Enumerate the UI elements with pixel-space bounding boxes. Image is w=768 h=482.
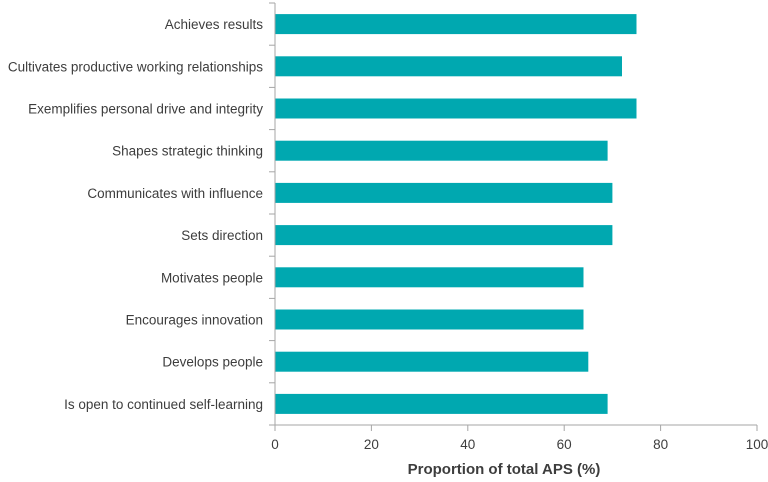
bar bbox=[275, 14, 637, 35]
bar bbox=[275, 182, 613, 203]
x-tick-label: 60 bbox=[557, 437, 572, 452]
bar bbox=[275, 351, 589, 372]
bar bbox=[275, 267, 584, 288]
category-label: Cultivates productive working relationsh… bbox=[8, 59, 263, 74]
x-tick-label: 100 bbox=[746, 437, 768, 452]
category-label: Encourages innovation bbox=[126, 313, 263, 328]
category-label: Achieves results bbox=[165, 17, 264, 32]
bars-group bbox=[275, 14, 637, 414]
bar bbox=[275, 393, 608, 414]
y-axis-ticks-group bbox=[269, 2, 275, 426]
bar bbox=[275, 56, 622, 77]
category-label: Communicates with influence bbox=[87, 186, 263, 201]
category-labels-group: Achieves results Cultivates productive wo… bbox=[8, 17, 263, 412]
category-label: Exemplifies personal drive and integrity bbox=[28, 102, 263, 117]
bar bbox=[275, 309, 584, 330]
bar bbox=[275, 140, 608, 161]
bar bbox=[275, 98, 637, 119]
category-label: Shapes strategic thinking bbox=[112, 144, 263, 159]
x-tick-label: 0 bbox=[271, 437, 279, 452]
x-axis-ticks-group: 0 20 40 60 80 100 bbox=[271, 425, 768, 452]
category-label: Is open to continued self-learning bbox=[64, 397, 263, 412]
x-tick-label: 20 bbox=[364, 437, 379, 452]
x-axis-title: Proportion of total APS (%) bbox=[408, 461, 601, 478]
category-label: Motivates people bbox=[161, 270, 263, 285]
x-tick-label: 80 bbox=[653, 437, 668, 452]
category-label: Sets direction bbox=[181, 228, 263, 243]
bar bbox=[275, 225, 613, 246]
x-tick-label: 40 bbox=[460, 437, 475, 452]
category-label: Develops people bbox=[162, 355, 263, 370]
